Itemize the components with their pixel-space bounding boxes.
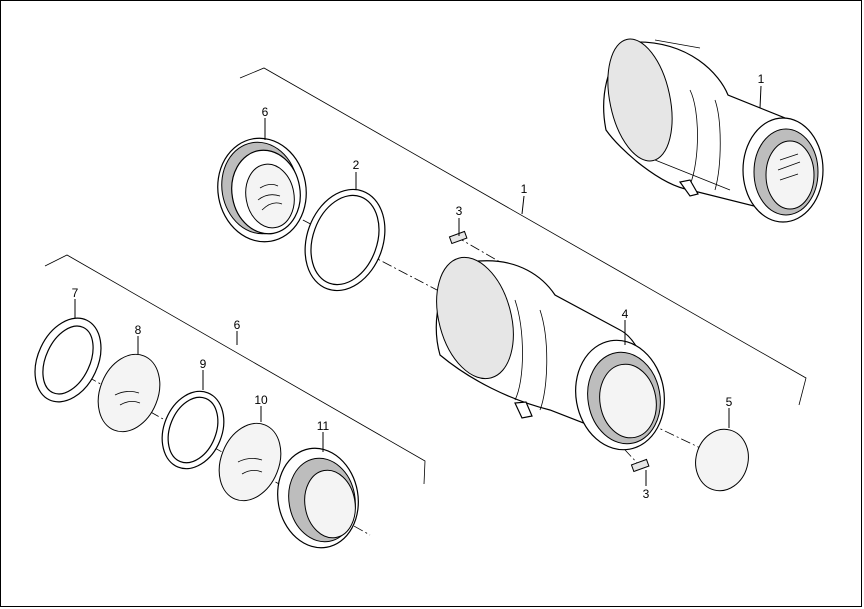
callout-3-lower: 3 xyxy=(643,487,650,501)
part-8-lens xyxy=(97,353,161,433)
callout-2: 2 xyxy=(353,158,360,172)
bracket-lower xyxy=(44,254,426,485)
callout-10: 10 xyxy=(254,393,268,407)
bracket-upper xyxy=(239,67,807,406)
callout-8: 8 xyxy=(135,323,142,337)
callout-11: 11 xyxy=(317,419,330,433)
callout-1-main: 1 xyxy=(521,182,528,196)
part-4-main-housing xyxy=(435,256,665,451)
part-2-ring xyxy=(304,188,386,292)
callout-4: 4 xyxy=(622,307,629,321)
part-3-pin-upper xyxy=(448,230,468,245)
part-10-lens xyxy=(218,422,282,502)
callout-3-upper: 3 xyxy=(456,204,463,218)
part-9-ring xyxy=(161,390,225,470)
callout-labels: 1 1 2 3 3 4 5 6 6 7 8 9 10 11 xyxy=(72,72,765,501)
part-11-threaded-mount xyxy=(277,447,359,549)
part-5-end-glass xyxy=(695,428,749,492)
part-7-ring xyxy=(34,317,102,403)
part-3-pin-lower xyxy=(630,458,650,473)
callout-9: 9 xyxy=(200,357,207,371)
part-6-lens-unit-upper xyxy=(217,137,307,243)
callout-6-lower: 6 xyxy=(234,318,241,332)
callout-5: 5 xyxy=(726,395,733,409)
callout-1-top: 1 xyxy=(758,72,765,86)
callout-6-upper: 6 xyxy=(262,105,269,119)
callout-7: 7 xyxy=(72,286,79,300)
part-1-assembled-housing xyxy=(603,38,824,223)
leader-lines xyxy=(74,85,762,486)
